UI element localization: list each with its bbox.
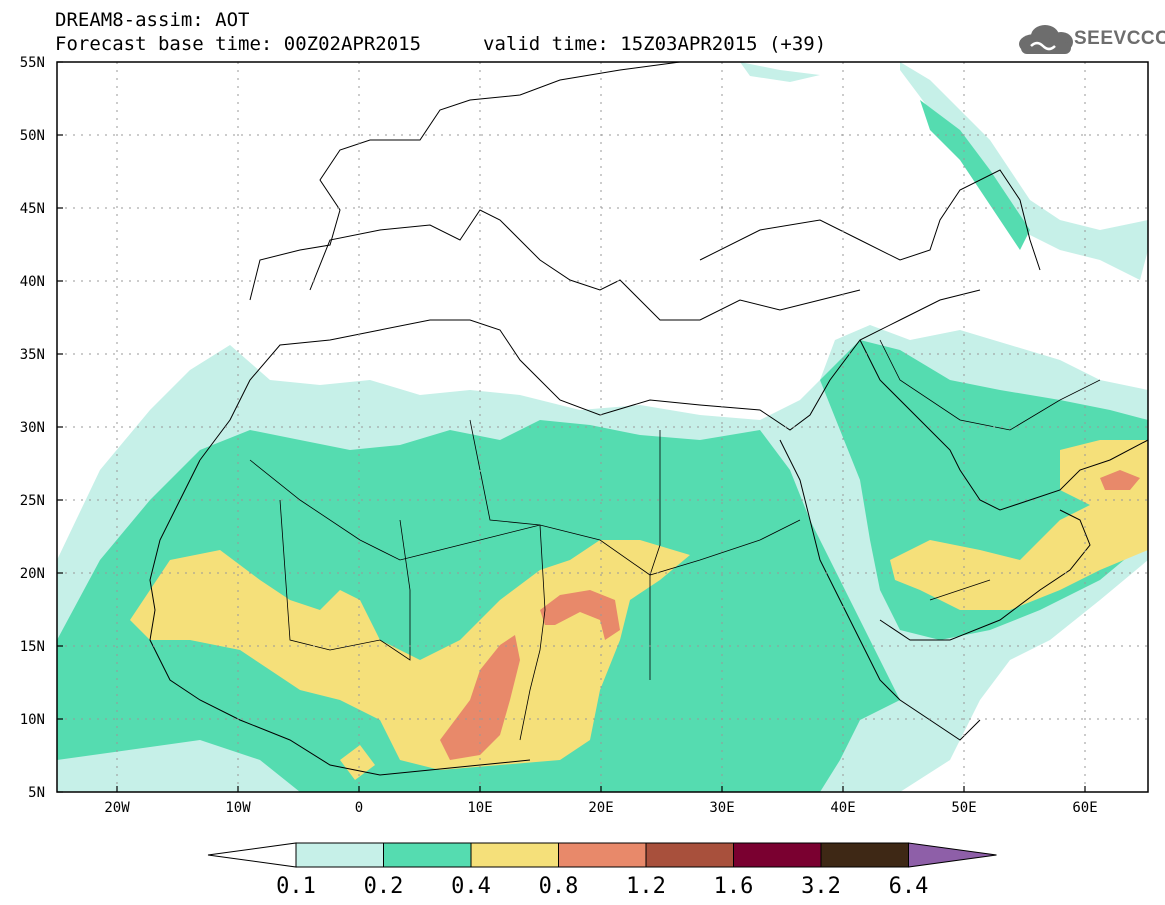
colorbar-box	[558, 842, 647, 868]
lat-label: 50N	[20, 128, 45, 144]
colorbar-box	[820, 842, 909, 868]
colorbar-label: 1.6	[714, 874, 754, 899]
lon-label: 20E	[588, 800, 613, 816]
colorbar-label: 1.2	[626, 874, 666, 899]
colorbar-label: 3.2	[801, 874, 841, 899]
colorbar-label: 0.4	[451, 874, 491, 899]
lat-label: 10N	[20, 712, 45, 728]
logo-text: SEEVCCC	[1074, 28, 1165, 49]
lat-label: 25N	[20, 493, 45, 509]
colorbar-box	[470, 842, 559, 868]
colorbar-label: 0.2	[364, 874, 404, 899]
lon-label: 60E	[1072, 800, 1097, 816]
colorbar-label: 0.1	[276, 874, 316, 899]
colorbar-box	[645, 842, 734, 868]
gridlines	[57, 62, 1148, 792]
lon-label: 10W	[225, 800, 251, 816]
lat-label: 20N	[20, 566, 45, 582]
lat-label: 30N	[20, 420, 45, 436]
coastlines	[149, 62, 1148, 776]
lat-label: 35N	[20, 347, 45, 363]
seevccc-logo	[1019, 25, 1073, 54]
map-title: DREAM8-assim: AOT	[55, 9, 250, 31]
valid-time-label: valid time: 15Z03APR2015 (+39)	[483, 33, 827, 55]
colorbar-underflow-triangle	[207, 842, 297, 868]
lon-label: 50E	[951, 800, 976, 816]
colorbar-overflow-triangle	[908, 842, 997, 868]
colorbar-boxes	[207, 842, 997, 868]
borders	[249, 339, 1101, 741]
lon-label: 40E	[830, 800, 855, 816]
colorbar-box	[383, 842, 472, 868]
colorbar-labels: 0.1 0.2 0.4 0.8 1.2 1.6 3.2 6.4	[276, 874, 928, 899]
colorbar-label: 0.8	[539, 874, 579, 899]
colorbar-label: 6.4	[889, 874, 929, 899]
lat-label: 5N	[28, 785, 45, 801]
lat-label: 15N	[20, 639, 45, 655]
lon-label: 10E	[467, 800, 492, 816]
lat-label: 45N	[20, 201, 45, 217]
lon-label: 0	[355, 800, 363, 816]
colorbar-box	[295, 842, 384, 868]
base-time-label: Forecast base time: 00Z02APR2015	[55, 33, 422, 55]
longitude-labels: 20W 10W 0 10E 20E 30E 40E 50E 60E	[104, 800, 1097, 816]
lon-label: 20W	[104, 800, 130, 816]
lat-label: 55N	[20, 55, 45, 71]
latitude-labels: 55N 50N 45N 40N 35N 30N 25N 20N 15N 10N …	[20, 55, 45, 801]
aot-band-0.8	[440, 470, 1140, 760]
colorbar-box	[733, 842, 822, 868]
lon-label: 30E	[709, 800, 734, 816]
lat-label: 40N	[20, 274, 45, 290]
